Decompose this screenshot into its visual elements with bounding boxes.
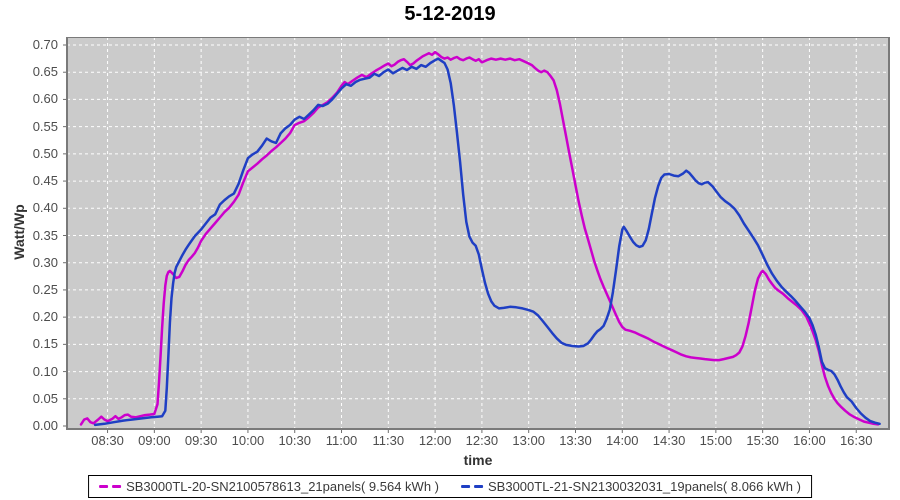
y-tick-label: 0.15 [32, 336, 58, 352]
y-tick-label: 0.25 [32, 281, 58, 297]
y-tick-label: 0.30 [32, 254, 58, 270]
legend-label: SB3000TL-21-SN2130032031_19panels( 8.066… [488, 479, 801, 494]
y-tick-label: 0.20 [32, 309, 58, 325]
series-line-1 [93, 57, 881, 427]
y-tick-label: 0.70 [32, 37, 58, 52]
legend-item-sb3000tl-21: SB3000TL-21-SN2130032031_19panels( 8.066… [461, 479, 801, 494]
x-tick-label: 10:00 [231, 433, 265, 448]
legend-item-sb3000tl-20: SB3000TL-20-SN2100578613_21panels( 9.564… [99, 479, 439, 494]
x-tick-label: 16:30 [839, 433, 873, 448]
y-tick-label: 0.50 [32, 145, 58, 161]
series-lines [79, 50, 881, 427]
x-axis-title: time [463, 452, 493, 468]
x-tick-label: 12:30 [465, 433, 499, 448]
x-tick-label: 08:30 [91, 433, 124, 448]
y-tick-label: 0.10 [32, 363, 58, 379]
series-line-0 [79, 50, 880, 426]
y-tick-label: 0.45 [32, 173, 58, 189]
x-tick-label: 11:00 [325, 433, 358, 448]
x-tick-label: 12:00 [418, 433, 452, 448]
legend-box: SB3000TL-20-SN2100578613_21panels( 9.564… [88, 475, 812, 498]
x-tick-label: 11:30 [372, 433, 405, 448]
magenta-line-swatch-icon [99, 485, 122, 488]
y-tick-label: 0.65 [32, 64, 58, 80]
x-tick-label: 09:30 [184, 433, 218, 448]
y-tick-label: 0.60 [32, 91, 58, 107]
x-tick-label: 15:30 [746, 433, 779, 448]
chart-title: 5-12-2019 [404, 3, 496, 25]
y-tick-label: 0.00 [32, 418, 58, 433]
x-tick-label: 14:00 [605, 433, 639, 448]
x-tick-label: 09:00 [138, 433, 171, 448]
y-tick-label: 0.55 [32, 118, 58, 134]
legend-label: SB3000TL-20-SN2100578613_21panels( 9.564… [126, 479, 439, 494]
x-tick-label: 14:30 [652, 433, 686, 448]
x-tick-label: 10:30 [278, 433, 311, 448]
x-tick-label: 13:00 [512, 433, 545, 448]
plot-area [63, 37, 890, 433]
x-tick-label: 13:30 [559, 433, 592, 448]
y-tick-label: 0.35 [32, 227, 58, 243]
y-tick-label: 0.05 [32, 390, 58, 406]
x-tick-label: 15:00 [699, 433, 733, 448]
x-tick-label: 16:00 [793, 433, 826, 448]
y-axis-title: Watt/Wp [11, 204, 27, 260]
y-tick-label: 0.40 [32, 200, 58, 216]
plot-background [67, 37, 889, 429]
blue-line-swatch-icon [461, 485, 483, 488]
plot-border [66, 37, 890, 430]
